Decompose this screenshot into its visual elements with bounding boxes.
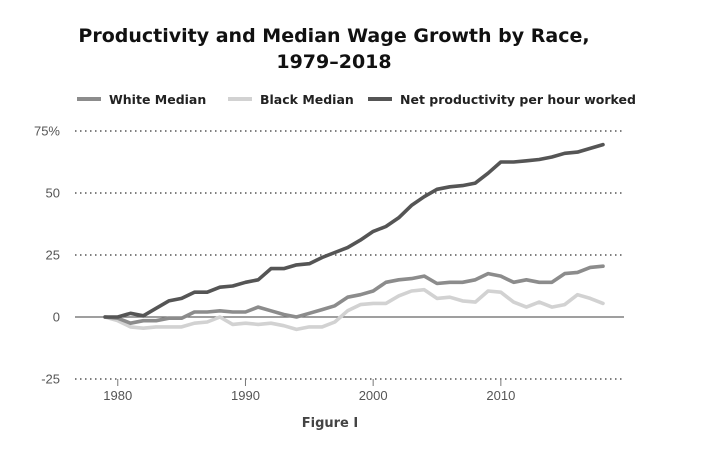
- series-line-black-median: [103, 287, 605, 332]
- series-lines: [103, 142, 605, 332]
- y-tick-label: 25: [46, 248, 60, 263]
- chart-title-line-1: Productivity and Median Wage Growth by R…: [78, 25, 589, 47]
- y-tick-label: 75%: [34, 124, 60, 139]
- x-tick-label: 1990: [231, 388, 260, 403]
- legend-label-black-median: Black Median: [260, 92, 354, 107]
- legend: White Median Black Median Net productivi…: [77, 92, 636, 107]
- legend-label-white-median: White Median: [109, 92, 206, 107]
- y-tick-label: 50: [46, 186, 60, 201]
- y-tick-label: -25: [41, 372, 60, 387]
- series-line-net-productivity-per-hour-worked: [103, 142, 605, 319]
- series-line-white-median: [103, 264, 605, 326]
- gridlines: [75, 130, 624, 380]
- x-tick-label: 2010: [486, 388, 515, 403]
- y-tick-label: 0: [53, 310, 60, 325]
- x-tick-label: 2000: [359, 388, 388, 403]
- x-axis-ticks: 1980 1990 2000 2010: [103, 379, 515, 403]
- legend-label-net-productivity: Net productivity per hour worked: [400, 92, 636, 107]
- chart-title-line-2: 1979–2018: [276, 51, 391, 73]
- y-axis-ticks: 75% 50 25 0 -25: [34, 124, 60, 387]
- figure-caption: Figure I: [302, 416, 359, 431]
- x-tick-label: 1980: [103, 388, 132, 403]
